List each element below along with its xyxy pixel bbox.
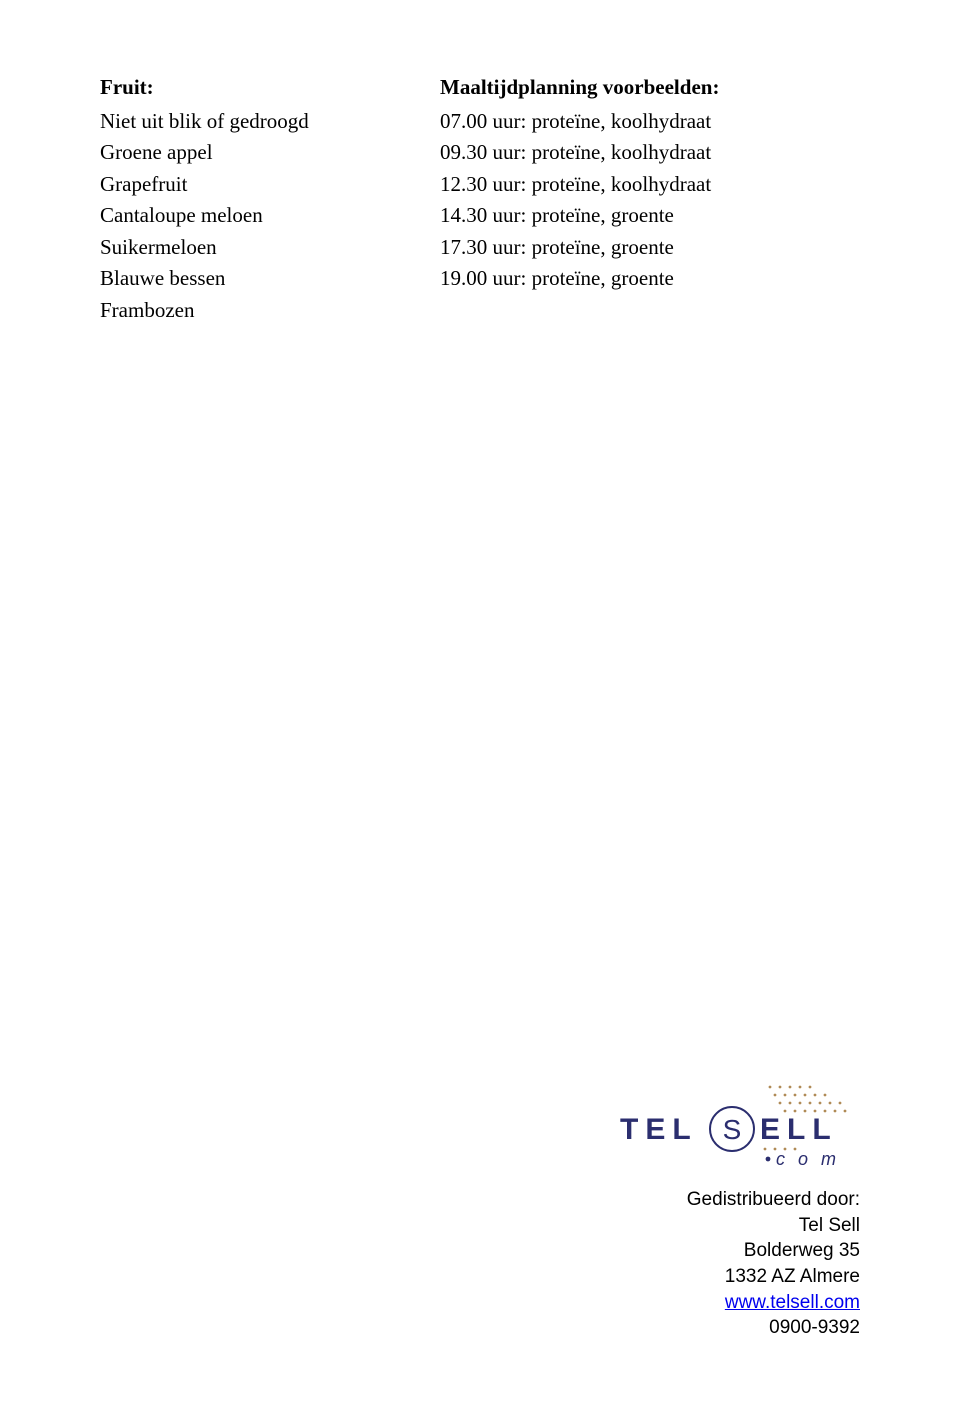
mealplan-heading: Maaltijdplanning voorbeelden: — [440, 72, 860, 104]
fruit-item: Blauwe bessen — [100, 263, 440, 295]
fruit-item: Suikermeloen — [100, 232, 440, 264]
logo-com-text: c o m — [776, 1149, 840, 1169]
footer-block: TEL S ELL c o m Gedistribueerd door: Tel… — [620, 1081, 860, 1341]
fruit-item: Cantaloupe meloen — [100, 200, 440, 232]
right-column: Maaltijdplanning voorbeelden: 07.00 uur:… — [440, 72, 860, 326]
footer-distributed-by: Gedistribueerd door: — [620, 1187, 860, 1213]
footer-address-city: 1332 AZ Almere — [620, 1264, 860, 1290]
telsell-logo: TEL S ELL c o m — [620, 1081, 860, 1176]
footer-company: Tel Sell — [620, 1213, 860, 1239]
mealplan-item: 07.00 uur: proteïne, koolhydraat — [440, 106, 860, 138]
footer-website-link[interactable]: www.telsell.com — [725, 1292, 860, 1313]
fruit-heading: Fruit: — [100, 72, 440, 104]
mealplan-item: 19.00 uur: proteïne, groente — [440, 263, 860, 295]
fruit-item: Niet uit blik of gedroogd — [100, 106, 440, 138]
footer-phone: 0900-9392 — [620, 1315, 860, 1341]
fruit-item: Frambozen — [100, 295, 440, 327]
mealplan-item: 12.30 uur: proteïne, koolhydraat — [440, 169, 860, 201]
logo-ell-text: ELL — [760, 1113, 838, 1146]
left-column: Fruit: Niet uit blik of gedroogd Groene … — [100, 72, 440, 326]
fruit-item: Groene appel — [100, 137, 440, 169]
footer-address-street: Bolderweg 35 — [620, 1238, 860, 1264]
mealplan-item: 14.30 uur: proteïne, groente — [440, 200, 860, 232]
fruit-item: Grapefruit — [100, 169, 440, 201]
mealplan-item: 09.30 uur: proteïne, koolhydraat — [440, 137, 860, 169]
logo-s-text: S — [723, 1114, 742, 1145]
logo-tel-text: TEL — [620, 1113, 698, 1146]
mealplan-item: 17.30 uur: proteïne, groente — [440, 232, 860, 264]
